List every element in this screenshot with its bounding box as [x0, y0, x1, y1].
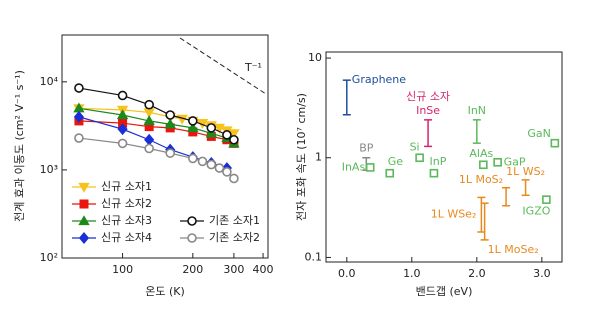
marker [206, 159, 217, 170]
legend-marker [187, 216, 197, 226]
x-tick-label: 2.0 [468, 267, 486, 280]
marker [188, 153, 198, 164]
marker [206, 123, 217, 133]
legend-label: 신규 소자1 [101, 180, 152, 193]
left-frame [61, 34, 269, 259]
marker [117, 90, 128, 101]
x-axis-title: 온도 (K) [145, 285, 185, 298]
marker [493, 158, 502, 167]
marker [117, 123, 128, 136]
y-axis-title: 전자 포화 속도 (10⁷ cm/s) [295, 93, 308, 221]
marker [165, 110, 176, 120]
point-label: GaP [504, 155, 526, 168]
legend-label: 기존 소자2 [209, 231, 260, 244]
range-label: BP [359, 142, 374, 155]
marker [197, 156, 208, 167]
legend-marker [79, 199, 89, 209]
marker [429, 168, 439, 178]
legend-marker [187, 233, 197, 243]
x-axis-title: 밴드갭 (eV) [416, 285, 473, 298]
point-label: InP [429, 155, 446, 168]
point-label: InAs [342, 160, 366, 173]
point-label: IGZO [522, 205, 550, 218]
marker [542, 195, 551, 204]
slope-annotation: T⁻¹ [244, 61, 262, 74]
point-label: GaN [527, 127, 551, 140]
legend-label: 신규 소자4 [101, 231, 152, 244]
legend-marker [78, 215, 90, 226]
legend-marker [78, 182, 90, 193]
y-tick-label: 10 [308, 51, 322, 64]
marker [415, 153, 424, 163]
range-label: InN [468, 104, 486, 117]
marker [222, 130, 232, 140]
marker [73, 110, 84, 123]
marker [229, 134, 239, 145]
point-label: Ge [388, 155, 404, 168]
slope-guide [179, 37, 267, 95]
marker [165, 148, 176, 158]
x-tick-label: 1.0 [403, 267, 421, 280]
x-tick-label: 3.0 [533, 267, 551, 280]
x-tick-label: 200 [182, 263, 203, 276]
marker [188, 116, 198, 126]
x-tick-label: 300 [223, 263, 244, 276]
point-label: Si [410, 141, 420, 154]
marker [116, 109, 129, 120]
y-tick-label: 10² [40, 251, 58, 264]
marker [550, 138, 560, 148]
marker [144, 143, 154, 154]
marker [229, 173, 239, 184]
marker [143, 115, 155, 126]
y-axis-title: 전계 효과 이동도 (cm² V⁻¹ s⁻¹) [13, 70, 26, 222]
range-label: InSe [416, 104, 440, 117]
marker [74, 133, 84, 143]
marker [205, 127, 217, 138]
annotation: 신규 소자 [406, 90, 450, 103]
marker [144, 99, 154, 110]
marker [385, 168, 395, 178]
y-tick-label: 10³ [40, 163, 58, 176]
legend-label: 신규 소자2 [101, 197, 152, 210]
range-label: 1L MoSe₂ [488, 243, 539, 256]
marker [479, 160, 488, 170]
marker [117, 138, 128, 149]
point-label: AlAs [469, 147, 493, 160]
range-label: 1L WS₂ [506, 165, 545, 178]
x-tick-label: 100 [112, 263, 133, 276]
y-tick-label: 10⁴ [40, 75, 59, 88]
marker [222, 167, 232, 177]
marker [187, 122, 199, 132]
x-tick-label: 0.0 [338, 267, 356, 280]
y-tick-label: 1 [315, 151, 322, 164]
range-label: 1L MoS₂ [459, 173, 503, 186]
range-label: Graphene [352, 73, 406, 86]
marker [144, 133, 155, 146]
range-label: 1L WSe₂ [431, 208, 477, 221]
legend-label: 신규 소자3 [101, 214, 152, 227]
legend-marker [78, 232, 90, 244]
marker [164, 118, 176, 129]
marker [213, 123, 226, 134]
right-frame [325, 51, 563, 263]
marker [365, 163, 375, 172]
legend-label: 기존 소자1 [209, 214, 260, 227]
marker [74, 83, 84, 93]
y-tick-label: 0.1 [305, 250, 323, 263]
marker [214, 163, 225, 173]
x-tick-label: 400 [253, 263, 274, 276]
